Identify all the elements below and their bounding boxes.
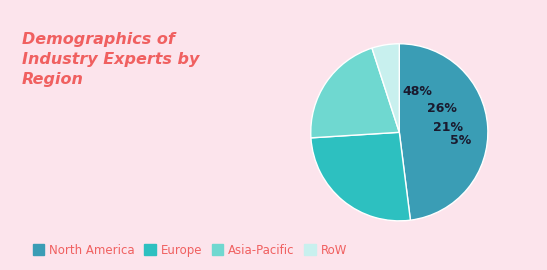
Wedge shape <box>311 48 399 138</box>
Text: 21%: 21% <box>433 121 463 134</box>
Text: 48%: 48% <box>403 85 432 98</box>
Legend: North America, Europe, Asia-Pacific, RoW: North America, Europe, Asia-Pacific, RoW <box>28 239 352 261</box>
Wedge shape <box>399 44 488 220</box>
Wedge shape <box>372 44 399 132</box>
Text: 26%: 26% <box>427 102 457 115</box>
Text: Demographics of
Industry Experts by
Region: Demographics of Industry Experts by Regi… <box>22 32 199 87</box>
Wedge shape <box>311 132 410 221</box>
Text: 5%: 5% <box>450 134 472 147</box>
